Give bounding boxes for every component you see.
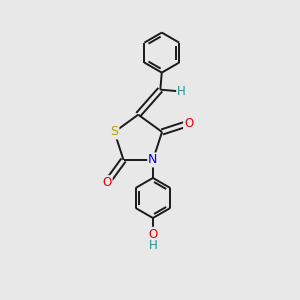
Text: S: S	[110, 125, 118, 139]
Text: N: N	[148, 153, 158, 167]
Text: H: H	[177, 85, 186, 98]
Text: H: H	[148, 239, 157, 252]
Text: O: O	[148, 228, 158, 241]
Text: O: O	[102, 176, 112, 189]
Text: O: O	[184, 117, 193, 130]
